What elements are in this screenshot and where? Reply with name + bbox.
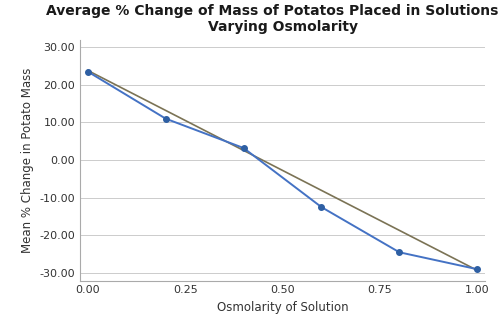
- Title: Average % Change of Mass of Potatos Placed in Solutions of
Varying Osmolarity: Average % Change of Mass of Potatos Plac…: [46, 4, 500, 34]
- X-axis label: Osmolarity of Solution: Osmolarity of Solution: [216, 301, 348, 314]
- Y-axis label: Mean % Change in Potato Mass: Mean % Change in Potato Mass: [21, 67, 34, 253]
